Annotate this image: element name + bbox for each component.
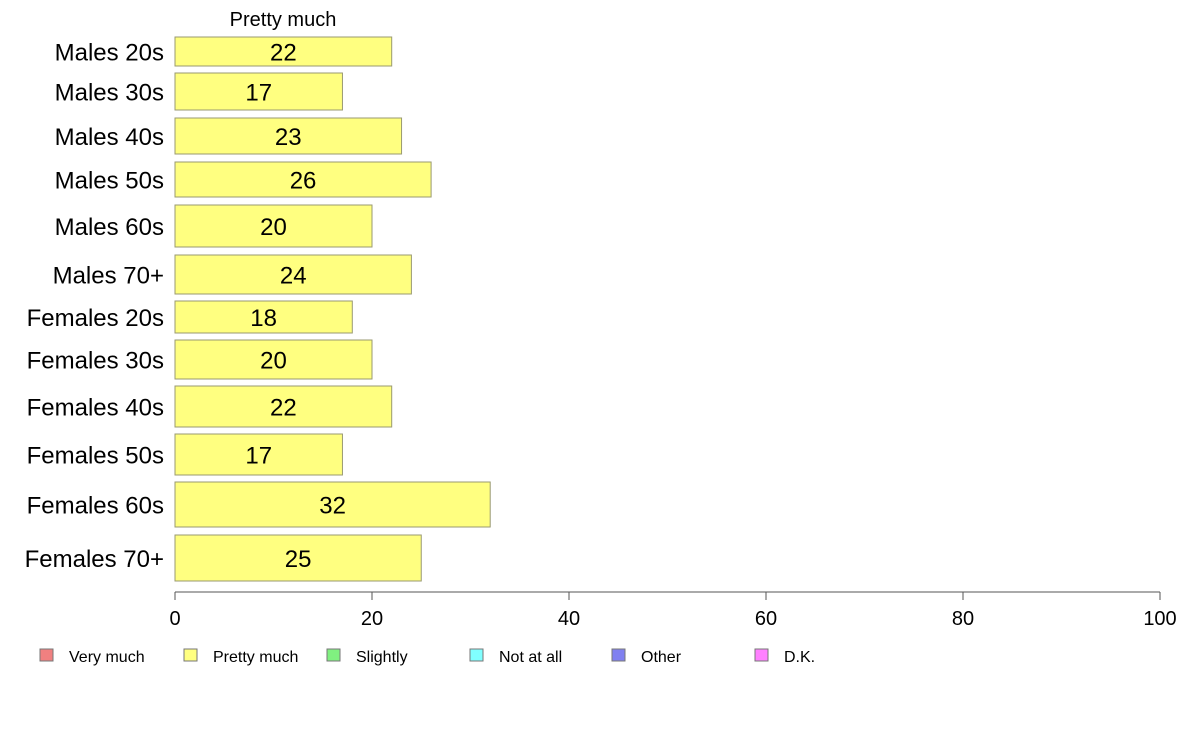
x-tick-label: 60 <box>755 608 777 630</box>
bar <box>174 300 353 334</box>
legend-label: Slightly <box>356 649 408 666</box>
x-tick-label: 20 <box>361 608 383 630</box>
x-tick-label: 80 <box>952 608 974 630</box>
bar-value-label: 18 <box>250 305 277 332</box>
category-label: Males 70+ <box>53 263 164 290</box>
legend-swatch <box>183 648 198 662</box>
legend-label: Other <box>641 649 682 666</box>
category-label: Males 60s <box>55 214 164 241</box>
bar <box>174 117 403 155</box>
bar-value-label: 32 <box>319 493 346 520</box>
bar <box>174 254 412 295</box>
category-label: Females 60s <box>27 493 164 520</box>
x-tick-label: 40 <box>558 608 580 630</box>
bar <box>174 385 393 428</box>
legend-swatch <box>754 648 769 662</box>
column-header: Pretty much <box>230 9 337 31</box>
bar <box>174 339 373 380</box>
x-axis: 0 20 40 60 80 100 <box>169 591 1177 630</box>
bar-value-label: 26 <box>290 168 317 195</box>
legend-label: D.K. <box>784 649 815 666</box>
bar-value-label: 17 <box>245 80 272 107</box>
legend: Very much Pretty much Slightly Not at all Ot… <box>39 648 815 666</box>
bar <box>174 534 422 582</box>
category-label: Females 40s <box>27 395 164 422</box>
bar-value-label: 25 <box>285 546 312 573</box>
legend-swatch <box>326 648 341 662</box>
category-label: Females 20s <box>27 305 164 332</box>
bar <box>174 161 432 198</box>
legend-swatch <box>611 648 626 662</box>
category-label: Males 40s <box>55 124 164 151</box>
bar <box>174 433 343 476</box>
category-label: Females 50s <box>27 443 164 470</box>
category-label: Males 20s <box>55 40 164 67</box>
legend-label: Very much <box>69 649 145 666</box>
x-tick-label: 0 <box>169 608 180 630</box>
bar <box>174 36 393 67</box>
bar-value-label: 20 <box>260 214 287 241</box>
bar-value-label: 24 <box>280 263 307 290</box>
category-label: Females 30s <box>27 348 164 375</box>
legend-swatch <box>39 648 54 662</box>
bar-value-label: 20 <box>260 348 287 375</box>
bar-value-label: 22 <box>270 395 297 422</box>
bar <box>174 72 343 111</box>
category-label: Males 30s <box>55 80 164 107</box>
x-tick-label: 100 <box>1143 608 1176 630</box>
legend-swatch <box>469 648 484 662</box>
bar <box>174 204 373 248</box>
bars: Males 20s 22 Males 30s 17 Males 40s 23 Males 5… <box>25 36 491 582</box>
legend-label: Pretty much <box>213 649 298 666</box>
bar-value-label: 22 <box>270 40 297 67</box>
bar <box>174 481 491 528</box>
category-label: Females 70+ <box>25 546 164 573</box>
bar-value-label: 17 <box>245 443 272 470</box>
category-label: Males 50s <box>55 168 164 195</box>
bar-value-label: 23 <box>275 124 302 151</box>
legend-label: Not at all <box>499 649 562 666</box>
